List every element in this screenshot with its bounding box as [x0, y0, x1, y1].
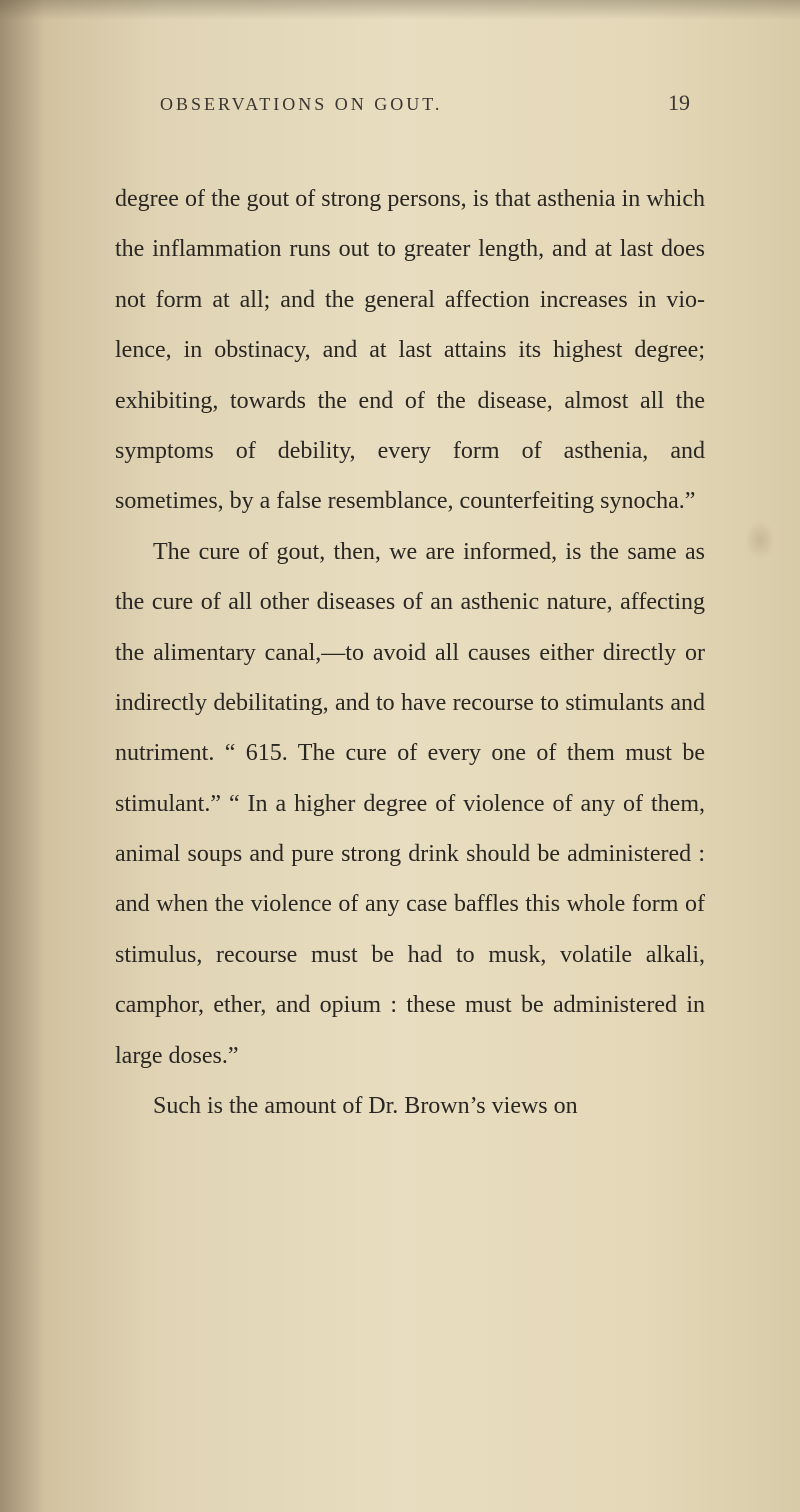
paragraph-1: degree of the gout of strong persons, is… [115, 174, 705, 527]
paragraph-3: Such is the amount of Dr. Brown’s views … [115, 1081, 705, 1131]
page-number: 19 [668, 90, 690, 116]
paragraph-2: The cure of gout, then, we are informed,… [115, 527, 705, 1081]
page-content: OBSERVATIONS ON GOUT. 19 degree of the g… [0, 0, 800, 1191]
running-head: OBSERVATIONS ON GOUT. [160, 94, 442, 115]
page-header: OBSERVATIONS ON GOUT. 19 [115, 90, 705, 116]
body-text: degree of the gout of strong persons, is… [115, 174, 705, 1131]
